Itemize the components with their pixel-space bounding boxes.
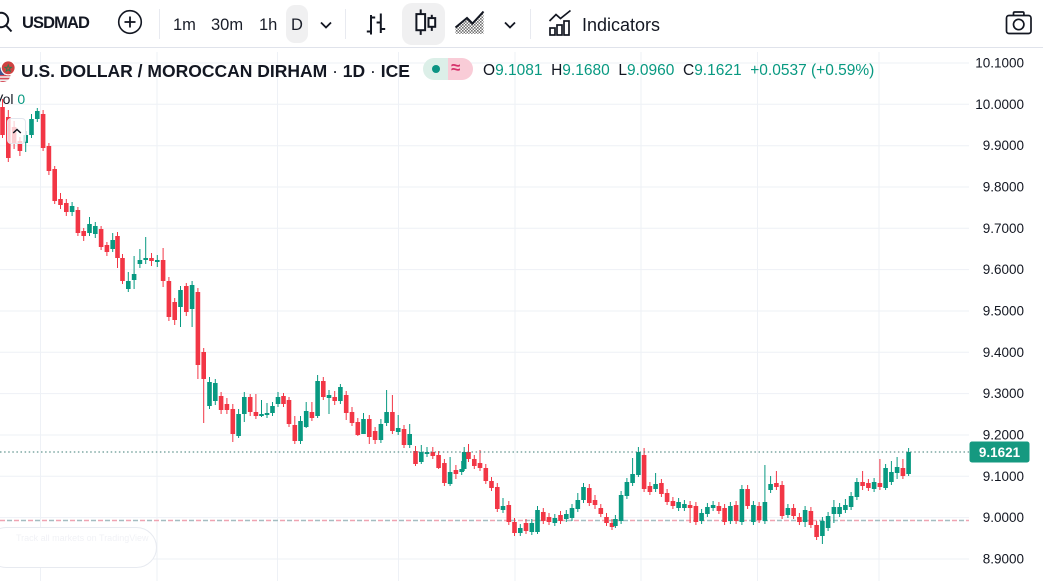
svg-text:9.5000: 9.5000	[983, 304, 1024, 319]
svg-text:9.6000: 9.6000	[983, 262, 1024, 277]
svg-text:9.9000: 9.9000	[983, 138, 1024, 153]
svg-text:9.0000: 9.0000	[983, 510, 1024, 525]
svg-text:10.1000: 10.1000	[975, 56, 1024, 71]
svg-text:8.9000: 8.9000	[983, 552, 1024, 567]
svg-text:9.4000: 9.4000	[983, 345, 1024, 360]
svg-text:10.0000: 10.0000	[975, 97, 1024, 112]
svg-text:9.7000: 9.7000	[983, 221, 1024, 236]
svg-text:9.3000: 9.3000	[983, 386, 1024, 401]
svg-text:9.1621: 9.1621	[979, 445, 1021, 460]
svg-text:9.8000: 9.8000	[983, 180, 1024, 195]
svg-text:9.1000: 9.1000	[983, 469, 1024, 484]
svg-text:9.2000: 9.2000	[983, 428, 1024, 443]
